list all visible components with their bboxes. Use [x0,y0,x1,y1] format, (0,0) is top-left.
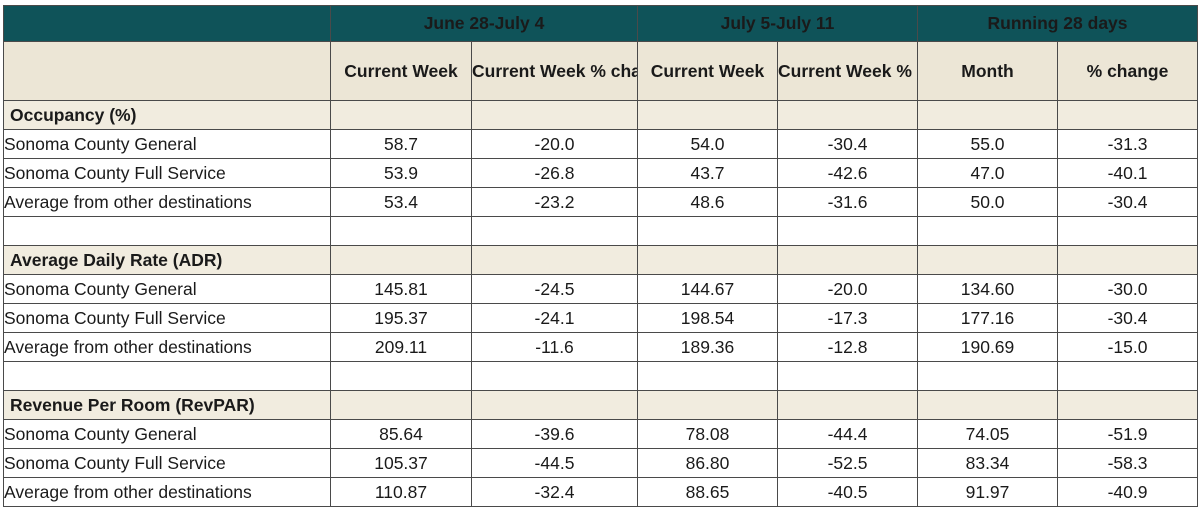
value-cell: -44.5 [471,448,638,478]
value-cell: -40.1 [1057,158,1199,188]
value-cell: 189.36 [637,332,778,362]
spacer-row [3,216,1199,246]
value-cell: 105.37 [330,448,472,478]
sub-header-month: Month [917,41,1059,101]
value-cell: -24.1 [471,303,638,333]
value-cell: -58.3 [1057,448,1199,478]
section-header-row: Occupancy (%) [3,100,1199,130]
value-cell: -32.4 [471,477,638,507]
table-row: Sonoma County General 145.81 -24.5 144.6… [3,274,1199,304]
header-corner-cell [3,5,331,42]
value-cell: 54.0 [637,129,778,159]
group-header-running-28-days: Running 28 days [917,5,1199,42]
value-cell: 190.69 [917,332,1059,362]
value-cell: -40.5 [776,477,919,507]
value-cell: 144.67 [637,274,778,304]
section-title: Average Daily Rate (ADR) [3,245,331,275]
value-cell: -30.0 [1057,274,1199,304]
sub-header-corner-cell [3,41,331,101]
value-cell: -17.3 [776,303,919,333]
group-header-july5-july11: July 5-July 11 [636,5,919,42]
row-label: Average from other destinations [3,187,331,217]
sub-header-row: Current Week Current Week % change Curre… [3,41,1199,101]
value-cell: 91.97 [917,477,1059,507]
section-title: Revenue Per Room (RevPAR) [3,390,331,420]
value-cell: -51.9 [1057,419,1199,449]
value-cell: -30.4 [1057,303,1199,333]
table-row: Sonoma County Full Service 195.37 -24.1 … [3,303,1199,333]
row-label: Sonoma County General [3,129,331,159]
value-cell: 195.37 [330,303,472,333]
row-label: Sonoma County Full Service [3,448,331,478]
table-row: Average from other destinations 209.11 -… [3,332,1199,362]
value-cell: 198.54 [637,303,778,333]
table-row: Sonoma County General 58.7 -20.0 54.0 -3… [3,129,1199,159]
value-cell: 53.4 [330,187,472,217]
value-cell: -26.8 [471,158,638,188]
sub-header-pct-change: % change [1057,41,1199,101]
group-header-row: June 28-July 4 July 5-July 11 Running 28… [3,5,1199,42]
value-cell: 58.7 [330,129,472,159]
group-header-june28-july4: June 28-July 4 [330,5,638,42]
value-cell: 50.0 [917,187,1059,217]
section-title: Occupancy (%) [3,100,331,130]
value-cell: 74.05 [917,419,1059,449]
value-cell: -42.6 [776,158,919,188]
table-row: Average from other destinations 53.4 -23… [3,187,1199,217]
section-header-row: Average Daily Rate (ADR) [3,245,1199,275]
value-cell: 145.81 [330,274,472,304]
row-label: Sonoma County Full Service [3,158,331,188]
row-label: Average from other destinations [3,477,331,507]
value-cell: 110.87 [330,477,472,507]
value-cell: -31.6 [776,187,919,217]
table-row: Sonoma County General 85.64 -39.6 78.08 … [3,419,1199,449]
row-label: Sonoma County General [3,274,331,304]
row-label: Sonoma County Full Service [3,303,331,333]
value-cell: 88.65 [637,477,778,507]
value-cell: -12.8 [776,332,919,362]
sub-header-current-week-pct-change: Current Week % change [776,41,919,101]
sub-header-current-week-pct-change: Current Week % change [471,41,638,101]
hotel-performance-table: June 28-July 4 July 5-July 11 Running 28… [3,5,1199,507]
sub-header-current-week: Current Week [330,41,472,101]
value-cell: 209.11 [330,332,472,362]
value-cell: 48.6 [637,187,778,217]
value-cell: 134.60 [917,274,1059,304]
value-cell: 177.16 [917,303,1059,333]
value-cell: -30.4 [776,129,919,159]
value-cell: 78.08 [637,419,778,449]
table-row: Sonoma County Full Service 53.9 -26.8 43… [3,158,1199,188]
value-cell: -11.6 [471,332,638,362]
value-cell: 47.0 [917,158,1059,188]
value-cell: -39.6 [471,419,638,449]
table-row: Average from other destinations 110.87 -… [3,477,1199,507]
value-cell: 43.7 [637,158,778,188]
value-cell: -44.4 [776,419,919,449]
value-cell: 83.34 [917,448,1059,478]
section-header-row: Revenue Per Room (RevPAR) [3,390,1199,420]
value-cell: -23.2 [471,187,638,217]
value-cell: -20.0 [776,274,919,304]
row-label: Sonoma County General [3,419,331,449]
sub-header-current-week: Current Week [637,41,778,101]
value-cell: 55.0 [917,129,1059,159]
value-cell: -20.0 [471,129,638,159]
row-label: Average from other destinations [3,332,331,362]
value-cell: 86.80 [637,448,778,478]
value-cell: -40.9 [1057,477,1199,507]
value-cell: 85.64 [330,419,472,449]
value-cell: -30.4 [1057,187,1199,217]
value-cell: -24.5 [471,274,638,304]
value-cell: -15.0 [1057,332,1199,362]
table-row: Sonoma County Full Service 105.37 -44.5 … [3,448,1199,478]
value-cell: -52.5 [776,448,919,478]
value-cell: 53.9 [330,158,472,188]
value-cell: -31.3 [1057,129,1199,159]
spacer-row [3,361,1199,391]
